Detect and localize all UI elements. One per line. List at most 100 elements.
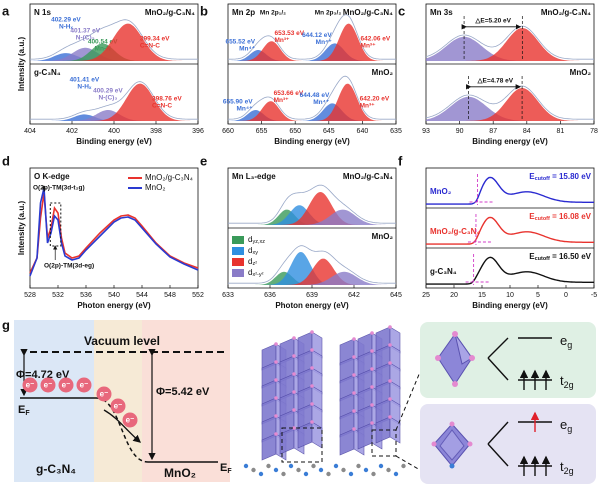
x-tick-label: 5 xyxy=(536,292,540,299)
atom xyxy=(310,330,314,334)
substrate-atom xyxy=(303,471,309,477)
peak-label: 398.76 eV xyxy=(152,95,182,102)
text-main: E xyxy=(529,252,535,261)
sub-label: dxy xyxy=(248,246,258,256)
atom xyxy=(274,396,278,400)
peak-label: 400.29 eV xyxy=(93,88,123,95)
substrate-atom xyxy=(333,463,339,469)
x-tick-label: 25 xyxy=(422,292,430,299)
electron-label: e⁻ xyxy=(62,381,71,390)
spectrum-line xyxy=(29,187,199,277)
atom xyxy=(292,426,296,430)
t2g-label: t2g xyxy=(560,373,574,390)
x-tick-label: 528 xyxy=(24,292,36,299)
electron-label: e⁻ xyxy=(126,416,135,425)
text-sub: cutoff xyxy=(535,216,550,222)
envelope xyxy=(30,81,198,120)
substrate-atom xyxy=(288,463,294,469)
text-main: E xyxy=(529,172,535,181)
zoom-box xyxy=(371,429,397,457)
zoom-line xyxy=(395,455,421,471)
atom xyxy=(310,384,314,388)
peak-label: 401.37 eV xyxy=(70,28,100,35)
peak-name: Mn³⁺ xyxy=(274,97,290,104)
panel-title: Mn L₃-edge xyxy=(232,172,276,181)
text-rest: = 15.80 eV xyxy=(550,172,592,181)
atom xyxy=(274,342,278,346)
note: Mn 2p₃/₂ xyxy=(315,10,342,17)
peak-label: 400.54 eV xyxy=(88,39,118,46)
peak-label: 644.12 eV xyxy=(302,32,332,39)
zoom-box xyxy=(281,427,323,463)
subplot-name: MnO₂ xyxy=(372,68,394,77)
zoom-line xyxy=(395,371,421,431)
subplot-title: Mn 2p xyxy=(232,8,255,17)
atom xyxy=(352,391,356,395)
atom xyxy=(292,408,296,412)
atom xyxy=(388,397,392,401)
note: O(2p)-TM(3d-t₂g) xyxy=(33,185,85,192)
x-tick-label: 633 xyxy=(222,292,234,299)
region xyxy=(142,320,230,482)
spin-arrows xyxy=(519,369,551,476)
sub-label: Ecutoff = 15.80 eV xyxy=(529,172,591,182)
text-rest: = 16.50 eV xyxy=(550,252,592,261)
atom xyxy=(388,343,392,347)
y-axis-label: Intensity (a.u.) xyxy=(17,201,26,256)
electron-label: e⁻ xyxy=(114,402,123,411)
atom xyxy=(310,348,314,352)
fitted-peak xyxy=(228,252,396,285)
electron-label: e⁻ xyxy=(80,381,89,390)
y-axis-label: Intensity (a.u.) xyxy=(17,37,26,92)
envelope xyxy=(29,19,198,60)
x-tick-label: 78 xyxy=(590,128,598,135)
t2g-label: t2g xyxy=(560,459,574,476)
x-tick-label: 639 xyxy=(306,292,318,299)
peak-name: Mn⁴⁺ xyxy=(313,99,330,106)
peak-name: C=N-C xyxy=(140,42,160,49)
fermi-label: EF xyxy=(18,404,30,417)
sub-label: Ecutoff = 16.50 eV xyxy=(529,252,591,262)
x-tick-label: 532 xyxy=(52,292,64,299)
substrate-atom xyxy=(258,471,264,477)
x-tick-label: 650 xyxy=(289,128,301,135)
substrate-atom xyxy=(401,463,406,469)
text-main: d xyxy=(248,257,252,266)
secondary-electron-curve xyxy=(426,176,594,205)
electron xyxy=(58,377,74,393)
peak-name: Mn³⁺ xyxy=(360,102,376,109)
substrate-atom xyxy=(341,467,346,473)
subplot-name: MnO₂/g-C₃N₄ xyxy=(343,8,393,17)
fitted-peak xyxy=(426,96,594,121)
electron xyxy=(40,377,56,393)
atom xyxy=(388,415,392,419)
peak-label: 644.48 eV xyxy=(300,92,330,99)
x-tick-label: 640 xyxy=(357,128,369,135)
x-tick-label: 400 xyxy=(108,128,120,135)
subplot-name: g-C₃N₄ xyxy=(430,267,457,276)
x-tick-label: 20 xyxy=(450,292,458,299)
subplot-name: MnO₂/g-C₃N₄ xyxy=(145,8,195,17)
substrate-atom xyxy=(386,467,391,473)
fitted-peak xyxy=(30,114,198,121)
octahedron xyxy=(435,331,475,387)
substrate-atom xyxy=(348,471,354,477)
eg-label: eg xyxy=(560,333,572,350)
panel-title: O K-edge xyxy=(34,172,70,181)
fitted-peak xyxy=(30,23,198,62)
x-tick-label: 87 xyxy=(489,128,497,135)
text-main: E xyxy=(529,212,535,221)
x-axis-label: Photon energy (eV) xyxy=(77,301,151,310)
envelope xyxy=(228,184,396,224)
sub-label: Ecutoff = 16.08 eV xyxy=(529,212,591,222)
text-rest: = 16.08 eV xyxy=(550,212,592,221)
delta-label: △E=4.78 eV xyxy=(477,78,514,85)
fermi-label: EF xyxy=(220,462,232,475)
peak-label: 399.34 eV xyxy=(140,35,170,42)
electron xyxy=(22,377,38,393)
atom xyxy=(388,361,392,365)
fitted-peak xyxy=(228,101,396,121)
spectrum-line xyxy=(29,192,199,274)
electron xyxy=(122,412,138,428)
text-sub: cutoff xyxy=(535,176,550,182)
